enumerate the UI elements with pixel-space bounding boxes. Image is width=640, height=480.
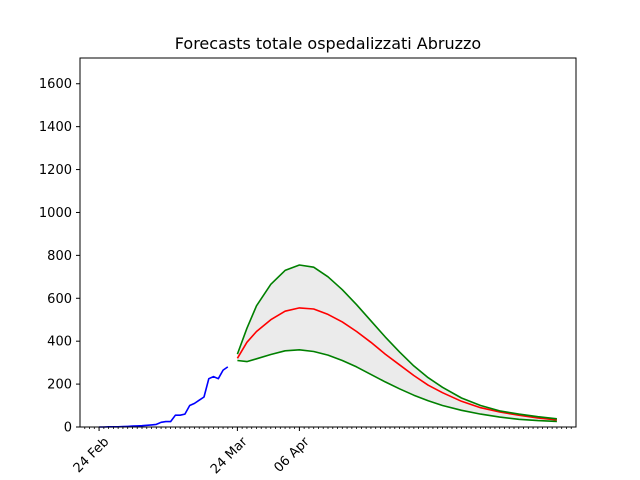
y-tick-label: 400 [47,335,72,350]
y-tick-label: 1600 [39,77,72,92]
y-tick-label: 600 [47,292,72,307]
y-tick-label: 200 [47,378,72,393]
y-tick-label: 1400 [39,120,72,135]
chart-title: Forecasts totale ospedalizzati Abruzzo [175,34,481,53]
y-tick-label: 0 [64,421,72,436]
series-line-upper-bound [236,264,557,420]
y-tick-label: 1200 [39,163,72,178]
y-tick-label: 1000 [39,206,72,221]
series-line-lower-bound [237,348,557,423]
confidence-band [237,265,557,422]
series-line-forecast [236,307,557,421]
y-tick-label: 800 [47,249,72,264]
plot-frame [79,57,577,428]
